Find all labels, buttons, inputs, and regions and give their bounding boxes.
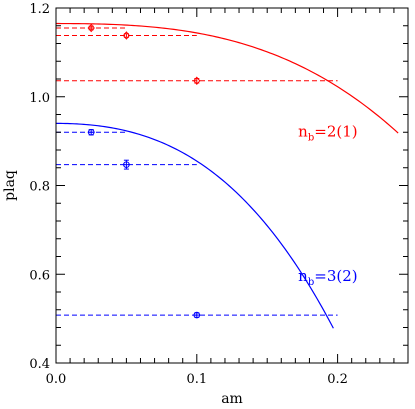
data-point bbox=[122, 31, 131, 40]
axis-ticks: 0.0 0.1 0.2 0.4 0.6 0.8 1.0 1.2 bbox=[29, 2, 409, 387]
plot-frame bbox=[55, 7, 409, 364]
x-tick-label: 0.2 bbox=[327, 372, 348, 387]
data-point bbox=[122, 159, 130, 170]
y-tick-label: 1.0 bbox=[29, 91, 50, 106]
x-tick-label: 0.1 bbox=[186, 372, 207, 387]
x-tick-label: 0.0 bbox=[46, 372, 67, 387]
series-2: nb=3(2) bbox=[56, 122, 358, 329]
series-annotation: nb=3(2) bbox=[298, 267, 357, 288]
plot-area: nb=2(1) nb=3(2) bbox=[56, 22, 399, 329]
data-point bbox=[193, 311, 201, 319]
series-1: nb=2(1) bbox=[56, 22, 399, 144]
y-tick-label: 0.4 bbox=[29, 357, 50, 372]
data-point bbox=[87, 128, 95, 136]
y-tick-label: 0.6 bbox=[29, 268, 50, 283]
x-axis-label: am bbox=[221, 391, 243, 407]
data-point bbox=[87, 23, 95, 33]
data-point bbox=[193, 76, 201, 86]
y-axis-label: plaq bbox=[2, 170, 18, 201]
series-annotation: nb=2(1) bbox=[298, 123, 357, 144]
y-tick-label: 1.2 bbox=[29, 2, 50, 17]
y-tick-label: 0.8 bbox=[29, 180, 50, 195]
fit-curve bbox=[56, 122, 334, 329]
fit-curve bbox=[56, 22, 399, 134]
